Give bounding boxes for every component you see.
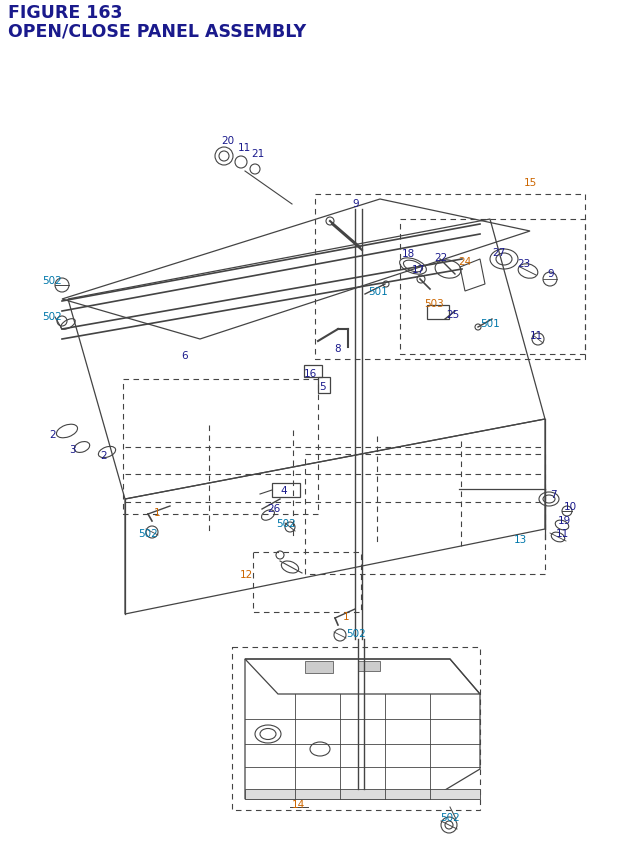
Text: 7: 7 [550,489,556,499]
Text: 5: 5 [319,381,325,392]
Text: OPEN/CLOSE PANEL ASSEMBLY: OPEN/CLOSE PANEL ASSEMBLY [8,22,306,40]
Text: 22: 22 [435,253,447,263]
Text: 17: 17 [412,264,424,275]
Bar [253,553,361,612]
Text: 20: 20 [221,136,235,146]
Text: 1: 1 [154,507,160,517]
Text: 16: 16 [303,369,317,379]
Text: 12: 12 [239,569,253,579]
Text: 18: 18 [401,249,415,258]
Text: 502: 502 [42,312,61,322]
Text: 21: 21 [252,149,264,158]
Bar [400,220,585,355]
Bar [305,455,545,574]
Text: FIGURE 163: FIGURE 163 [8,4,122,22]
Bar [123,380,318,514]
Bar [232,647,480,810]
Text: 14: 14 [291,799,305,809]
Text: 502: 502 [346,629,366,638]
Text: 502: 502 [138,529,158,538]
Text: 502: 502 [42,276,61,286]
Bar [318,378,330,393]
Text: 11: 11 [529,331,543,341]
Text: 503: 503 [424,299,444,308]
Bar [427,306,449,319]
Bar [358,661,380,672]
Bar [315,195,585,360]
Text: 501: 501 [480,319,500,329]
Text: 8: 8 [335,344,341,354]
Text: 502: 502 [440,812,460,822]
Text: 13: 13 [513,535,527,544]
Text: 3: 3 [68,444,76,455]
Polygon shape [245,789,480,799]
Text: 502: 502 [276,518,296,529]
Text: 9: 9 [548,269,554,279]
Text: 4: 4 [281,486,287,495]
Bar [272,483,300,498]
Text: 15: 15 [524,177,536,188]
Text: 23: 23 [517,258,531,269]
Text: 26: 26 [268,504,280,513]
Text: 19: 19 [557,516,571,525]
Text: 10: 10 [563,501,577,511]
Text: 2: 2 [50,430,56,439]
Text: 24: 24 [458,257,472,267]
Text: 11: 11 [556,529,568,538]
Text: 25: 25 [446,310,460,319]
Bar [304,366,322,378]
Text: 9: 9 [353,199,359,208]
Text: 1: 1 [342,611,349,622]
Text: 6: 6 [182,350,188,361]
Text: 27: 27 [492,248,506,257]
Text: 11: 11 [237,143,251,152]
Text: 2: 2 [100,450,108,461]
Text: 501: 501 [368,287,388,297]
Bar [305,661,333,673]
